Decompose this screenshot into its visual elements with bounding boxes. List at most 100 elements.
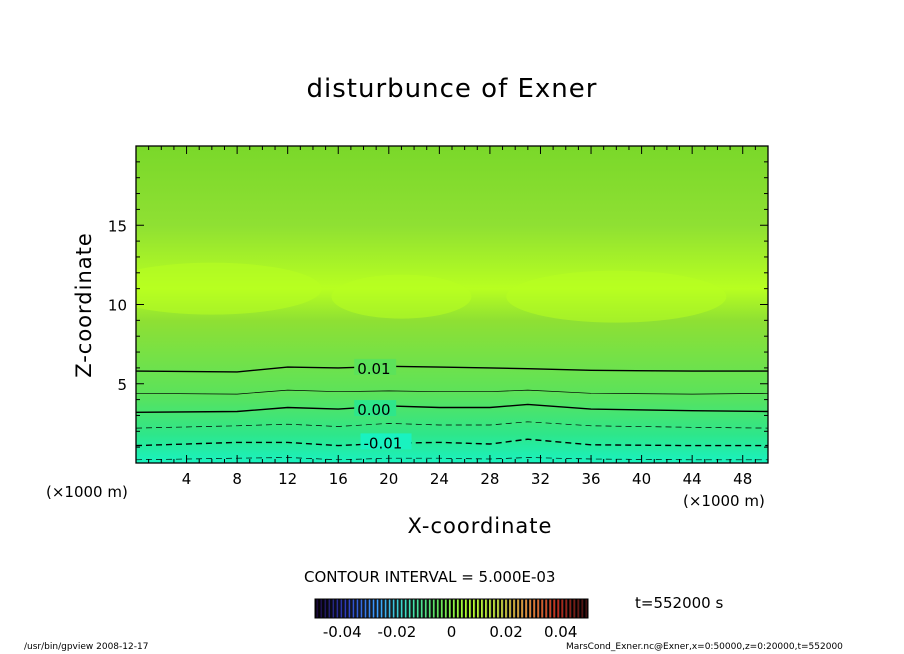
x-tick-label: 16	[329, 470, 348, 488]
colorbar-stripe	[408, 599, 411, 618]
colorbar-stripe	[533, 599, 536, 618]
colorbar-stripe	[372, 599, 375, 618]
x-tick-label: 20	[379, 470, 398, 488]
contour-line	[136, 421, 768, 429]
colorbar-stripe	[420, 599, 423, 618]
contour-label-group: 0.01 0.00 -0.01	[354, 358, 412, 452]
field-highlight	[136, 262, 322, 315]
colorbar-tick-label: -0.04	[323, 623, 362, 641]
colorbar-stripe	[561, 599, 564, 618]
colorbar-stripe	[513, 599, 515, 618]
contour-interval-label: CONTOUR INTERVAL = 5.000E-03	[304, 568, 556, 586]
colorbar-tick-label: 0	[447, 623, 457, 641]
colorbar-stripe	[332, 599, 335, 618]
colorbar-stripe	[412, 599, 415, 618]
colorbar-stripe	[404, 599, 407, 618]
footer-left-caption: /usr/bin/gpview 2008-12-17	[24, 642, 149, 652]
colorbar-stripe	[481, 599, 483, 618]
colorbar-tick-label: -0.02	[377, 623, 416, 641]
colorbar-stripe	[384, 599, 387, 618]
colorbar-stripe	[316, 599, 319, 618]
colorbar-stripe	[573, 599, 576, 618]
colorbar-stripe	[352, 599, 355, 618]
x-unit-label-right: (×1000 m)	[683, 492, 765, 510]
colorbar-stripe	[448, 599, 451, 618]
x-tick-label: 8	[232, 470, 242, 488]
x-tick-label: 12	[278, 470, 297, 488]
colorbar-stripe	[501, 599, 503, 618]
y-tick-label: 5	[117, 376, 127, 394]
time-label: t=552000 s	[635, 594, 724, 612]
colorbar-stripe	[356, 599, 359, 618]
colorbar-stripe	[541, 599, 544, 618]
y-tick-label: 10	[108, 297, 127, 315]
x-tick-label: 4	[182, 470, 192, 488]
colorbar-stripe	[517, 599, 519, 618]
colorbar-stripe	[525, 599, 527, 618]
y-axis-label: Z-coordinate	[72, 232, 96, 378]
colorbar-stripe	[497, 599, 499, 618]
colorbar-stripe	[521, 599, 523, 618]
colorbar-stripe	[452, 599, 455, 618]
colorbar-stripe	[328, 599, 331, 618]
colorbar-stripe	[485, 599, 487, 618]
x-tick-label: 48	[733, 470, 752, 488]
colorbar-stripe	[581, 599, 584, 618]
x-axis-label: X-coordinate	[407, 514, 553, 538]
colorbar-stripe	[436, 599, 439, 618]
colorbar-stripe	[380, 599, 383, 618]
colorbar-stripe	[348, 599, 351, 618]
colorbar-stripe	[324, 599, 327, 618]
colorbar-stripe	[565, 599, 568, 618]
field-highlight	[506, 270, 727, 323]
colorbar-frame	[314, 598, 589, 619]
contour-label-bg	[360, 433, 412, 450]
colorbar-stripe	[456, 599, 459, 618]
colorbar-stripe	[424, 599, 427, 618]
colorbar-stripe	[577, 599, 580, 618]
contour-line	[136, 403, 768, 413]
colorbar-stripe	[400, 599, 403, 618]
colorbar: -0.04 -0.02 0 0.02 0.04	[314, 598, 589, 641]
colorbar-stripe	[460, 599, 463, 618]
colorbar-stripe	[493, 599, 495, 618]
contour-label-bg	[354, 358, 397, 375]
colorbar-stripe	[444, 599, 447, 618]
contour-label-bg	[354, 400, 397, 417]
y-tick-label: 15	[108, 217, 127, 235]
field-highlight	[331, 274, 472, 319]
x-unit-label-left: (×1000 m)	[46, 483, 128, 501]
chart-title: disturbunce of Exner	[306, 74, 598, 104]
colorbar-stripe	[489, 599, 491, 618]
colorbar-stripe	[344, 599, 347, 618]
colorbar-stripe	[553, 599, 556, 618]
colorbar-stripe	[416, 599, 419, 618]
colorbar-stripe	[557, 599, 560, 618]
x-tick-label: 28	[480, 470, 499, 488]
colorbar-stripe	[464, 599, 467, 618]
contour-line	[136, 389, 768, 395]
colorbar-stripe	[428, 599, 431, 618]
colorbar-stripe	[392, 599, 395, 618]
colorbar-stripe	[472, 599, 475, 618]
colorbar-stripe	[440, 599, 443, 618]
x-tick-label: 24	[430, 470, 449, 488]
contour-line	[136, 365, 768, 373]
contour-line	[136, 438, 768, 447]
colorbar-stripe	[569, 599, 572, 618]
footer-right-caption: MarsCond_Exner.nc@Exner,x=0:50000,z=0:20…	[566, 642, 843, 652]
contour-label: 0.00	[357, 401, 390, 419]
x-tick-label: 40	[632, 470, 651, 488]
colorbar-stripe	[368, 599, 371, 618]
colorbar-stripe	[336, 599, 339, 618]
colorbar-tick-label: 0.02	[489, 623, 522, 641]
colorbar-stripe	[396, 599, 399, 618]
colorbar-stripe	[585, 599, 588, 618]
colorbar-stripe	[432, 599, 435, 618]
colorbar-stripe	[549, 599, 552, 618]
colorbar-stripe	[364, 599, 367, 618]
colorbar-stripe	[340, 599, 343, 618]
colorbar-stripe	[360, 599, 363, 618]
colorbar-stripe	[376, 599, 379, 618]
